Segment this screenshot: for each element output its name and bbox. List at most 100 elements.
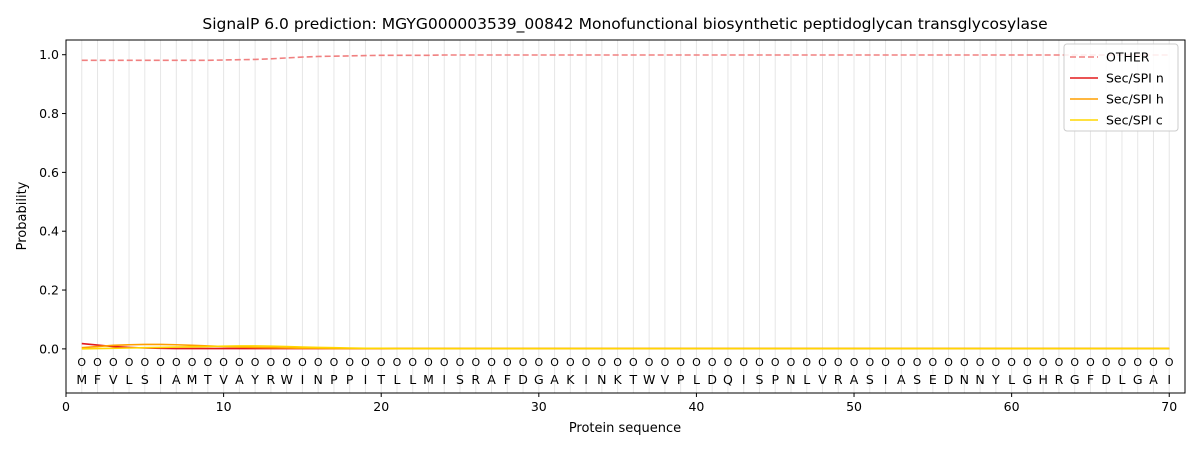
predicted-label: O (661, 356, 670, 369)
x-tick-label: 10 (216, 399, 232, 414)
series-line-sec-spi-c (81, 345, 1170, 350)
residue-letter: M (187, 372, 198, 387)
predicted-label: O (928, 356, 937, 369)
residue-letter: F (94, 372, 101, 387)
residue-letter: I (301, 372, 305, 387)
x-tick-label: 70 (1161, 399, 1177, 414)
predicted-label: O (1133, 356, 1142, 369)
residue-letter: I (742, 372, 746, 387)
residue-letter: K (614, 372, 623, 387)
residue-letter: I (159, 372, 163, 387)
residue-letter: I (884, 372, 888, 387)
predicted-label: O (1039, 356, 1048, 369)
residue-letter: A (235, 372, 244, 387)
predicted-label: O (1023, 356, 1032, 369)
predicted-label: O (77, 356, 86, 369)
residue-letter: R (471, 372, 480, 387)
residue-letter: N (786, 372, 795, 387)
predicted-label: O (298, 356, 307, 369)
legend: OTHER Sec/SPI n Sec/SPI h Sec/SPI c (1063, 43, 1179, 132)
predicted-label: O (534, 356, 543, 369)
predicted-label: O (944, 356, 953, 369)
predicted-label: O (109, 356, 118, 369)
residue-letter: A (487, 372, 496, 387)
residue-letter: E (929, 372, 937, 387)
series-lines (81, 54, 1170, 350)
residue-letter: I (584, 372, 588, 387)
predicted-label: O (314, 356, 323, 369)
residue-letter: I (1167, 372, 1171, 387)
residue-letter: V (109, 372, 118, 387)
residue-letter: A (172, 372, 181, 387)
residue-letter: Y (250, 372, 259, 387)
predicted-label: O (598, 356, 607, 369)
residue-letter: R (267, 372, 276, 387)
predicted-label: O (881, 356, 890, 369)
predicted-label: O (692, 356, 701, 369)
residue-letter: L (803, 372, 810, 387)
y-tick-label: 0.6 (39, 165, 59, 180)
residue-letter: N (960, 372, 969, 387)
x-axis-label: Protein sequence (569, 421, 681, 436)
predicted-label: O (739, 356, 748, 369)
series-line-other (81, 54, 1170, 62)
predicted-label: O (566, 356, 575, 369)
residue-letter: G (1070, 372, 1080, 387)
residue-letter: L (693, 372, 700, 387)
residue-letter: P (346, 372, 354, 387)
residue-letter: P (677, 372, 685, 387)
predicted-label: O (204, 356, 213, 369)
predicted-label: O (125, 356, 134, 369)
y-tick-label: 1.0 (39, 47, 59, 62)
predicted-label: O (503, 356, 512, 369)
predicted-label: O (1118, 356, 1127, 369)
y-tick-label: 0.0 (39, 341, 59, 356)
predicted-label: O (1007, 356, 1016, 369)
residue-letter: N (597, 372, 606, 387)
residue-letter: F (1087, 372, 1094, 387)
residue-letter: V (818, 372, 827, 387)
x-tick-label: 50 (846, 399, 862, 414)
legend-label: Sec/SPI c (1106, 113, 1163, 128)
predicted-label: O (487, 356, 496, 369)
predicted-label: O (1149, 356, 1158, 369)
residue-letter: S (755, 372, 763, 387)
predicted-label: O (897, 356, 906, 369)
residue-letter: G (1023, 372, 1033, 387)
predicted-label: O (802, 356, 811, 369)
predicted-label: O (818, 356, 827, 369)
predicted-label: O (282, 356, 291, 369)
residue-letter: I (364, 372, 368, 387)
predicted-label: O (834, 356, 843, 369)
predicted-label: O (787, 356, 796, 369)
y-axis-label: Probability (15, 181, 30, 250)
predicted-label: O (219, 356, 228, 369)
predicted-label: O (676, 356, 685, 369)
residue-letter: N (975, 372, 984, 387)
residue-letter: H (1038, 372, 1047, 387)
y-axis: 0.0 0.2 0.4 0.6 0.8 1.0 (39, 47, 66, 356)
residue-letter: I (442, 372, 446, 387)
residue-letter: S (913, 372, 921, 387)
predicted-label: O (188, 356, 197, 369)
predicted-label: O (408, 356, 417, 369)
predicted-label: O (913, 356, 922, 369)
residue-letter: D (944, 372, 954, 387)
residue-letter: S (141, 372, 149, 387)
x-tick-label: 20 (373, 399, 389, 414)
residue-letter: D (518, 372, 528, 387)
predicted-label: O (1055, 356, 1064, 369)
residue-letter: L (1118, 372, 1125, 387)
residue-letter: Y (991, 372, 1000, 387)
predicted-label: O (377, 356, 386, 369)
predicted-label: O (850, 356, 859, 369)
residue-letter: D (1101, 372, 1111, 387)
predicted-label: O (519, 356, 528, 369)
predicted-label: O (1165, 356, 1174, 369)
residue-letter: V (661, 372, 670, 387)
predicted-label: O (251, 356, 260, 369)
residue-letter: A (550, 372, 559, 387)
residue-letter: T (203, 372, 212, 387)
predicted-label: O (724, 356, 733, 369)
